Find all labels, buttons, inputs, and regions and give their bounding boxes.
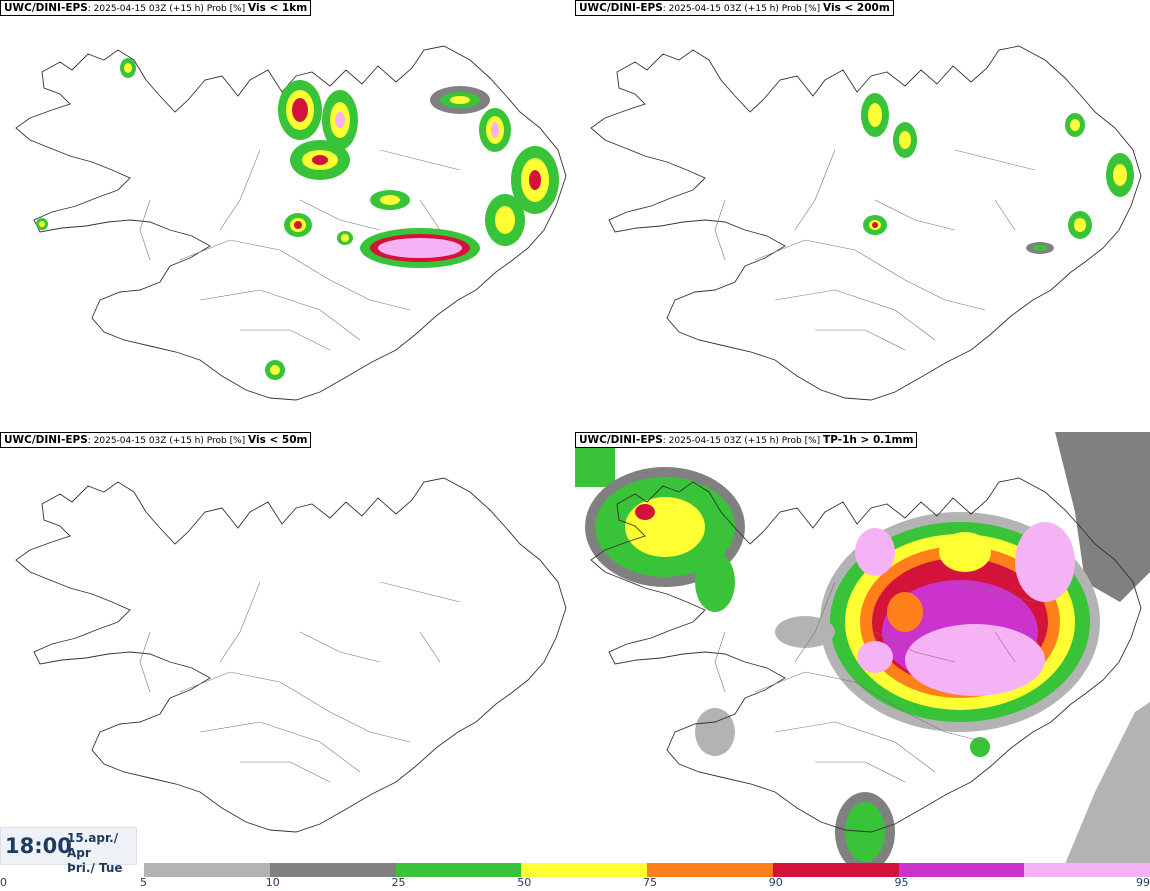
colorbar-tick-label: 10: [265, 876, 280, 889]
colorbar-tick-label: 90: [768, 876, 783, 889]
map-panel-tp-1h: UWC/DINI-EPS: 2025-04-15 03Z (+15 h) Pro…: [575, 432, 1150, 864]
panel-title: UWC/DINI-EPS: 2025-04-15 03Z (+15 h) Pro…: [575, 0, 894, 16]
colorbar-tick-label: 99: [1136, 876, 1150, 889]
iceland-map: [590, 45, 1142, 401]
map-panel-vis-1km: UWC/DINI-EPS: 2025-04-15 03Z (+15 h) Pro…: [0, 0, 575, 432]
valid-time-box: 18:00 15.apr./ Apr Þri./ Tue: [0, 827, 137, 875]
iceland-map: [15, 477, 567, 833]
colorbar-segment: [395, 863, 522, 877]
colorbar-tick-label: 0: [0, 876, 7, 889]
colorbar: [144, 863, 1150, 877]
valid-date: 15.apr./ Apr Þri./ Tue: [67, 831, 123, 875]
colorbar-tick-label: 50: [517, 876, 532, 889]
colorbar-segment: [772, 863, 899, 877]
probability-field: [575, 432, 1150, 864]
map-panel-vis-200m: UWC/DINI-EPS: 2025-04-15 03Z (+15 h) Pro…: [575, 0, 1150, 432]
panel-title: UWC/DINI-EPS: 2025-04-15 03Z (+15 h) Pro…: [0, 432, 312, 448]
panel-title: UWC/DINI-EPS: 2025-04-15 03Z (+15 h) Pro…: [0, 0, 312, 16]
valid-time: 18:00: [5, 834, 72, 858]
panel-title: UWC/DINI-EPS: 2025-04-15 03Z (+15 h) Pro…: [575, 432, 918, 448]
colorbar-tick-label: 25: [391, 876, 406, 889]
colorbar-segment: [647, 863, 773, 877]
colorbar-segment: [1024, 863, 1150, 877]
colorbar-segment: [898, 863, 1025, 877]
colorbar-tick-label: 75: [643, 876, 657, 889]
probability-field: [861, 93, 1134, 254]
colorbar-segment: [269, 863, 396, 877]
colorbar-tick-label: 95: [894, 876, 909, 889]
colorbar-segment: [144, 863, 270, 877]
iceland-map: [575, 432, 1150, 864]
iceland-map: [15, 45, 567, 401]
colorbar-segment: [521, 863, 647, 877]
colorbar-tick-label: 5: [140, 876, 147, 889]
map-panel-vis-50m: UWC/DINI-EPS: 2025-04-15 03Z (+15 h) Pro…: [0, 432, 575, 864]
probability-field: [36, 58, 559, 380]
